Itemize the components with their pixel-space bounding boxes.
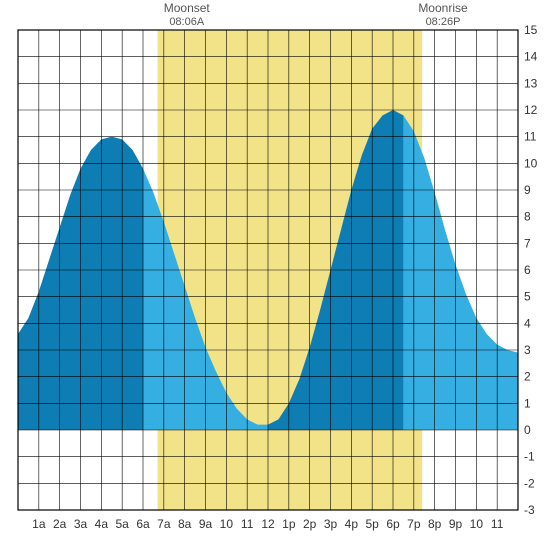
x-tick-label: 7p — [407, 517, 421, 531]
y-tick-label: 2 — [524, 370, 531, 384]
moon-event-title: Moonrise — [418, 1, 468, 15]
tide-chart: -3-2-101234567891011121314151a2a3a4a5a6a… — [0, 0, 550, 550]
y-tick-label: 11 — [524, 130, 537, 144]
y-tick-label: 10 — [524, 156, 538, 170]
y-tick-label: 4 — [524, 316, 531, 330]
y-tick-label: 8 — [524, 210, 531, 224]
x-tick-label: 10 — [220, 517, 234, 531]
y-tick-label: 12 — [524, 103, 538, 117]
x-tick-label: 11 — [491, 517, 504, 531]
x-tick-label: 12 — [261, 517, 275, 531]
y-tick-label: 3 — [524, 343, 531, 357]
x-tick-label: 2p — [303, 517, 317, 531]
x-tick-label: 2a — [53, 517, 67, 531]
moon-event-time: 08:06A — [169, 16, 205, 28]
y-tick-label: 14 — [524, 50, 538, 64]
y-tick-label: -2 — [524, 476, 535, 490]
x-tick-label: 9p — [449, 517, 463, 531]
x-tick-label: 4p — [345, 517, 359, 531]
y-tick-label: 5 — [524, 290, 531, 304]
y-tick-label: 7 — [524, 236, 531, 250]
x-tick-label: 7a — [157, 517, 171, 531]
x-tick-label: 1p — [282, 517, 296, 531]
y-tick-label: 9 — [524, 183, 531, 197]
y-tick-label: 6 — [524, 263, 531, 277]
x-tick-label: 8p — [428, 517, 442, 531]
x-tick-label: 3p — [324, 517, 338, 531]
chart-svg: -3-2-101234567891011121314151a2a3a4a5a6a… — [0, 0, 550, 550]
x-tick-label: 9a — [199, 517, 213, 531]
x-tick-label: 6p — [386, 517, 400, 531]
y-tick-label: 1 — [524, 396, 531, 410]
x-tick-label: 4a — [95, 517, 109, 531]
x-tick-label: 6a — [136, 517, 150, 531]
x-tick-label: 1a — [32, 517, 46, 531]
moon-event-time: 08:26P — [426, 16, 461, 28]
x-tick-label: 3a — [74, 517, 88, 531]
y-tick-label: -1 — [524, 450, 535, 464]
x-tick-label: 11 — [241, 517, 254, 531]
y-tick-label: 13 — [524, 76, 538, 90]
x-tick-label: 8a — [178, 517, 192, 531]
x-tick-label: 5a — [115, 517, 129, 531]
x-tick-label: 5p — [365, 517, 379, 531]
moon-event-title: Moonset — [164, 1, 211, 15]
x-tick-label: 10 — [470, 517, 484, 531]
y-tick-label: 15 — [524, 23, 538, 37]
y-tick-label: -3 — [524, 503, 535, 517]
y-tick-label: 0 — [524, 423, 531, 437]
